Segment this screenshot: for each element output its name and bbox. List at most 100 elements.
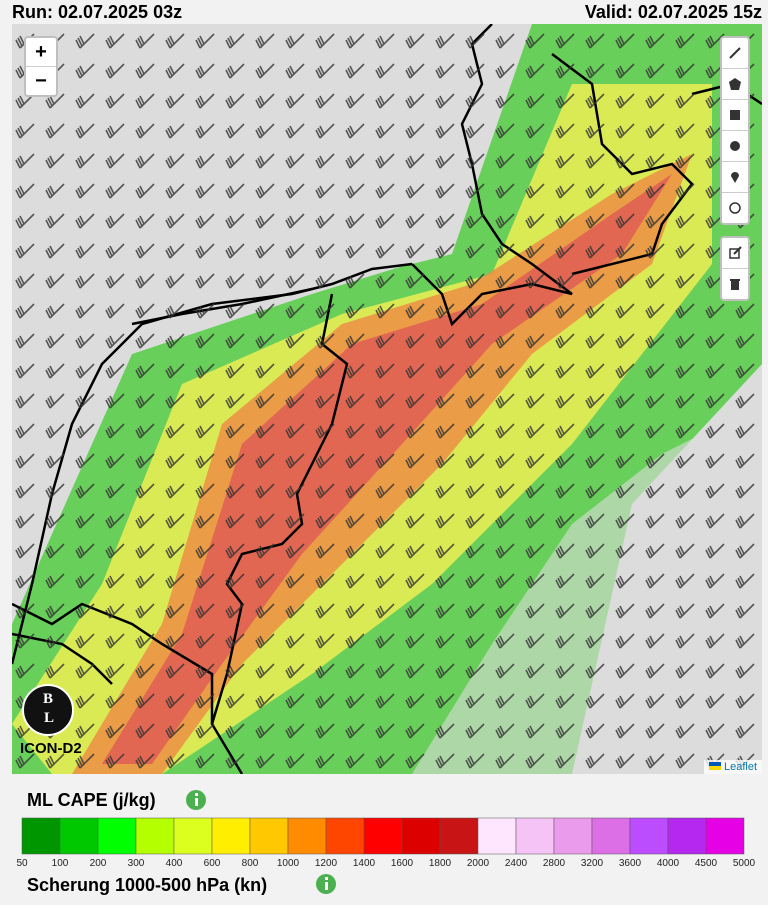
- wind-barb: [645, 423, 665, 439]
- wind-barb: [165, 663, 185, 679]
- draw-marker[interactable]: [722, 161, 748, 192]
- wind-barb: [345, 753, 365, 769]
- wind-barb: [315, 363, 335, 379]
- draw-polyline[interactable]: [722, 38, 748, 68]
- wind-barb: [585, 63, 605, 79]
- color-box: [515, 817, 555, 855]
- wind-barb: [375, 753, 395, 769]
- draw-circlemarker[interactable]: [722, 192, 748, 223]
- color-box: [173, 817, 213, 855]
- wind-barb: [345, 63, 365, 79]
- wind-barb: [315, 303, 335, 319]
- draw-polygon[interactable]: [722, 68, 748, 99]
- wind-barb: [525, 213, 545, 229]
- wind-barb: [225, 393, 245, 409]
- wind-barb: [525, 303, 545, 319]
- wind-barb: [675, 423, 695, 439]
- wind-barb: [615, 63, 635, 79]
- wind-barb: [525, 543, 545, 559]
- wind-barb: [405, 663, 425, 679]
- wind-barb: [135, 183, 155, 199]
- wind-barb: [465, 423, 485, 439]
- wind-barb: [645, 363, 665, 379]
- wind-barb: [465, 693, 485, 709]
- wind-barb: [255, 693, 275, 709]
- draw-rectangle[interactable]: [722, 99, 748, 130]
- wind-barb: [195, 183, 215, 199]
- wind-barb: [255, 303, 275, 319]
- scale-label: 50: [16, 858, 28, 869]
- draw-circle[interactable]: [722, 130, 748, 161]
- wind-barb: [555, 393, 575, 409]
- wind-barb: [435, 183, 455, 199]
- wind-barb: [465, 453, 485, 469]
- wind-barb: [75, 153, 95, 169]
- color-box: [97, 817, 137, 855]
- wind-barb: [285, 483, 305, 499]
- wind-barb: [465, 213, 485, 229]
- zoom-in[interactable]: +: [35, 41, 47, 63]
- wind-barb: [315, 603, 335, 619]
- wind-barb: [195, 123, 215, 139]
- wind-barb: [105, 63, 125, 79]
- wind-barb: [615, 33, 635, 49]
- wind-barb: [375, 243, 395, 259]
- wind-barb: [495, 273, 515, 289]
- color-box: [21, 817, 61, 855]
- wind-barb: [225, 603, 245, 619]
- edit-layers[interactable]: [722, 238, 748, 268]
- wind-barb: [75, 333, 95, 349]
- wind-barb: [615, 363, 635, 379]
- attribution[interactable]: Leaflet: [703, 760, 762, 774]
- wind-barb: [405, 603, 425, 619]
- wind-barb: [135, 153, 155, 169]
- wind-barb: [15, 723, 35, 739]
- color-box: [439, 817, 479, 855]
- wind-barb: [495, 93, 515, 109]
- wind-barb: [675, 633, 695, 649]
- wind-barb: [435, 663, 455, 679]
- wind-barb: [165, 753, 185, 769]
- info-icon[interactable]: [316, 874, 336, 894]
- wind-barb: [555, 213, 575, 229]
- wind-barb: [555, 423, 575, 439]
- wind-barb: [105, 393, 125, 409]
- wind-barb: [345, 33, 365, 49]
- wind-barb: [285, 303, 305, 319]
- wind-barb: [195, 303, 215, 319]
- wind-barb: [285, 273, 305, 289]
- map[interactable]: + − B L ICON-D2 Leaflet: [12, 24, 762, 774]
- wind-barb: [675, 543, 695, 559]
- zoom-out[interactable]: −: [26, 66, 56, 95]
- wind-barb: [45, 483, 65, 499]
- wind-barb: [585, 543, 605, 559]
- scale-label: 5000: [733, 858, 756, 869]
- wind-barb: [345, 303, 365, 319]
- scale-label: 200: [90, 858, 107, 869]
- wind-barb: [15, 453, 35, 469]
- wind-barb: [315, 93, 335, 109]
- wind-barb: [285, 573, 305, 589]
- wind-barb: [585, 693, 605, 709]
- wind-barb: [495, 753, 515, 769]
- color-box: [135, 817, 175, 855]
- attribution-link[interactable]: Leaflet: [723, 761, 757, 773]
- wind-barb: [135, 363, 155, 379]
- wind-barb: [405, 333, 425, 349]
- wind-barb: [135, 633, 155, 649]
- wind-barb: [75, 363, 95, 379]
- wind-barb: [435, 93, 455, 109]
- wind-barb: [285, 513, 305, 529]
- wind-barb: [255, 513, 275, 529]
- wind-barb: [675, 513, 695, 529]
- delete-layers[interactable]: [722, 268, 748, 299]
- wind-barb: [705, 93, 725, 109]
- wind-barb: [495, 483, 515, 499]
- wind-barb: [165, 63, 185, 79]
- info-icon[interactable]: [186, 790, 206, 810]
- wind-barb: [75, 483, 95, 499]
- wind-barb: [615, 153, 635, 169]
- wind-barb: [585, 243, 605, 259]
- wind-barb: [345, 393, 365, 409]
- wind-barb: [585, 363, 605, 379]
